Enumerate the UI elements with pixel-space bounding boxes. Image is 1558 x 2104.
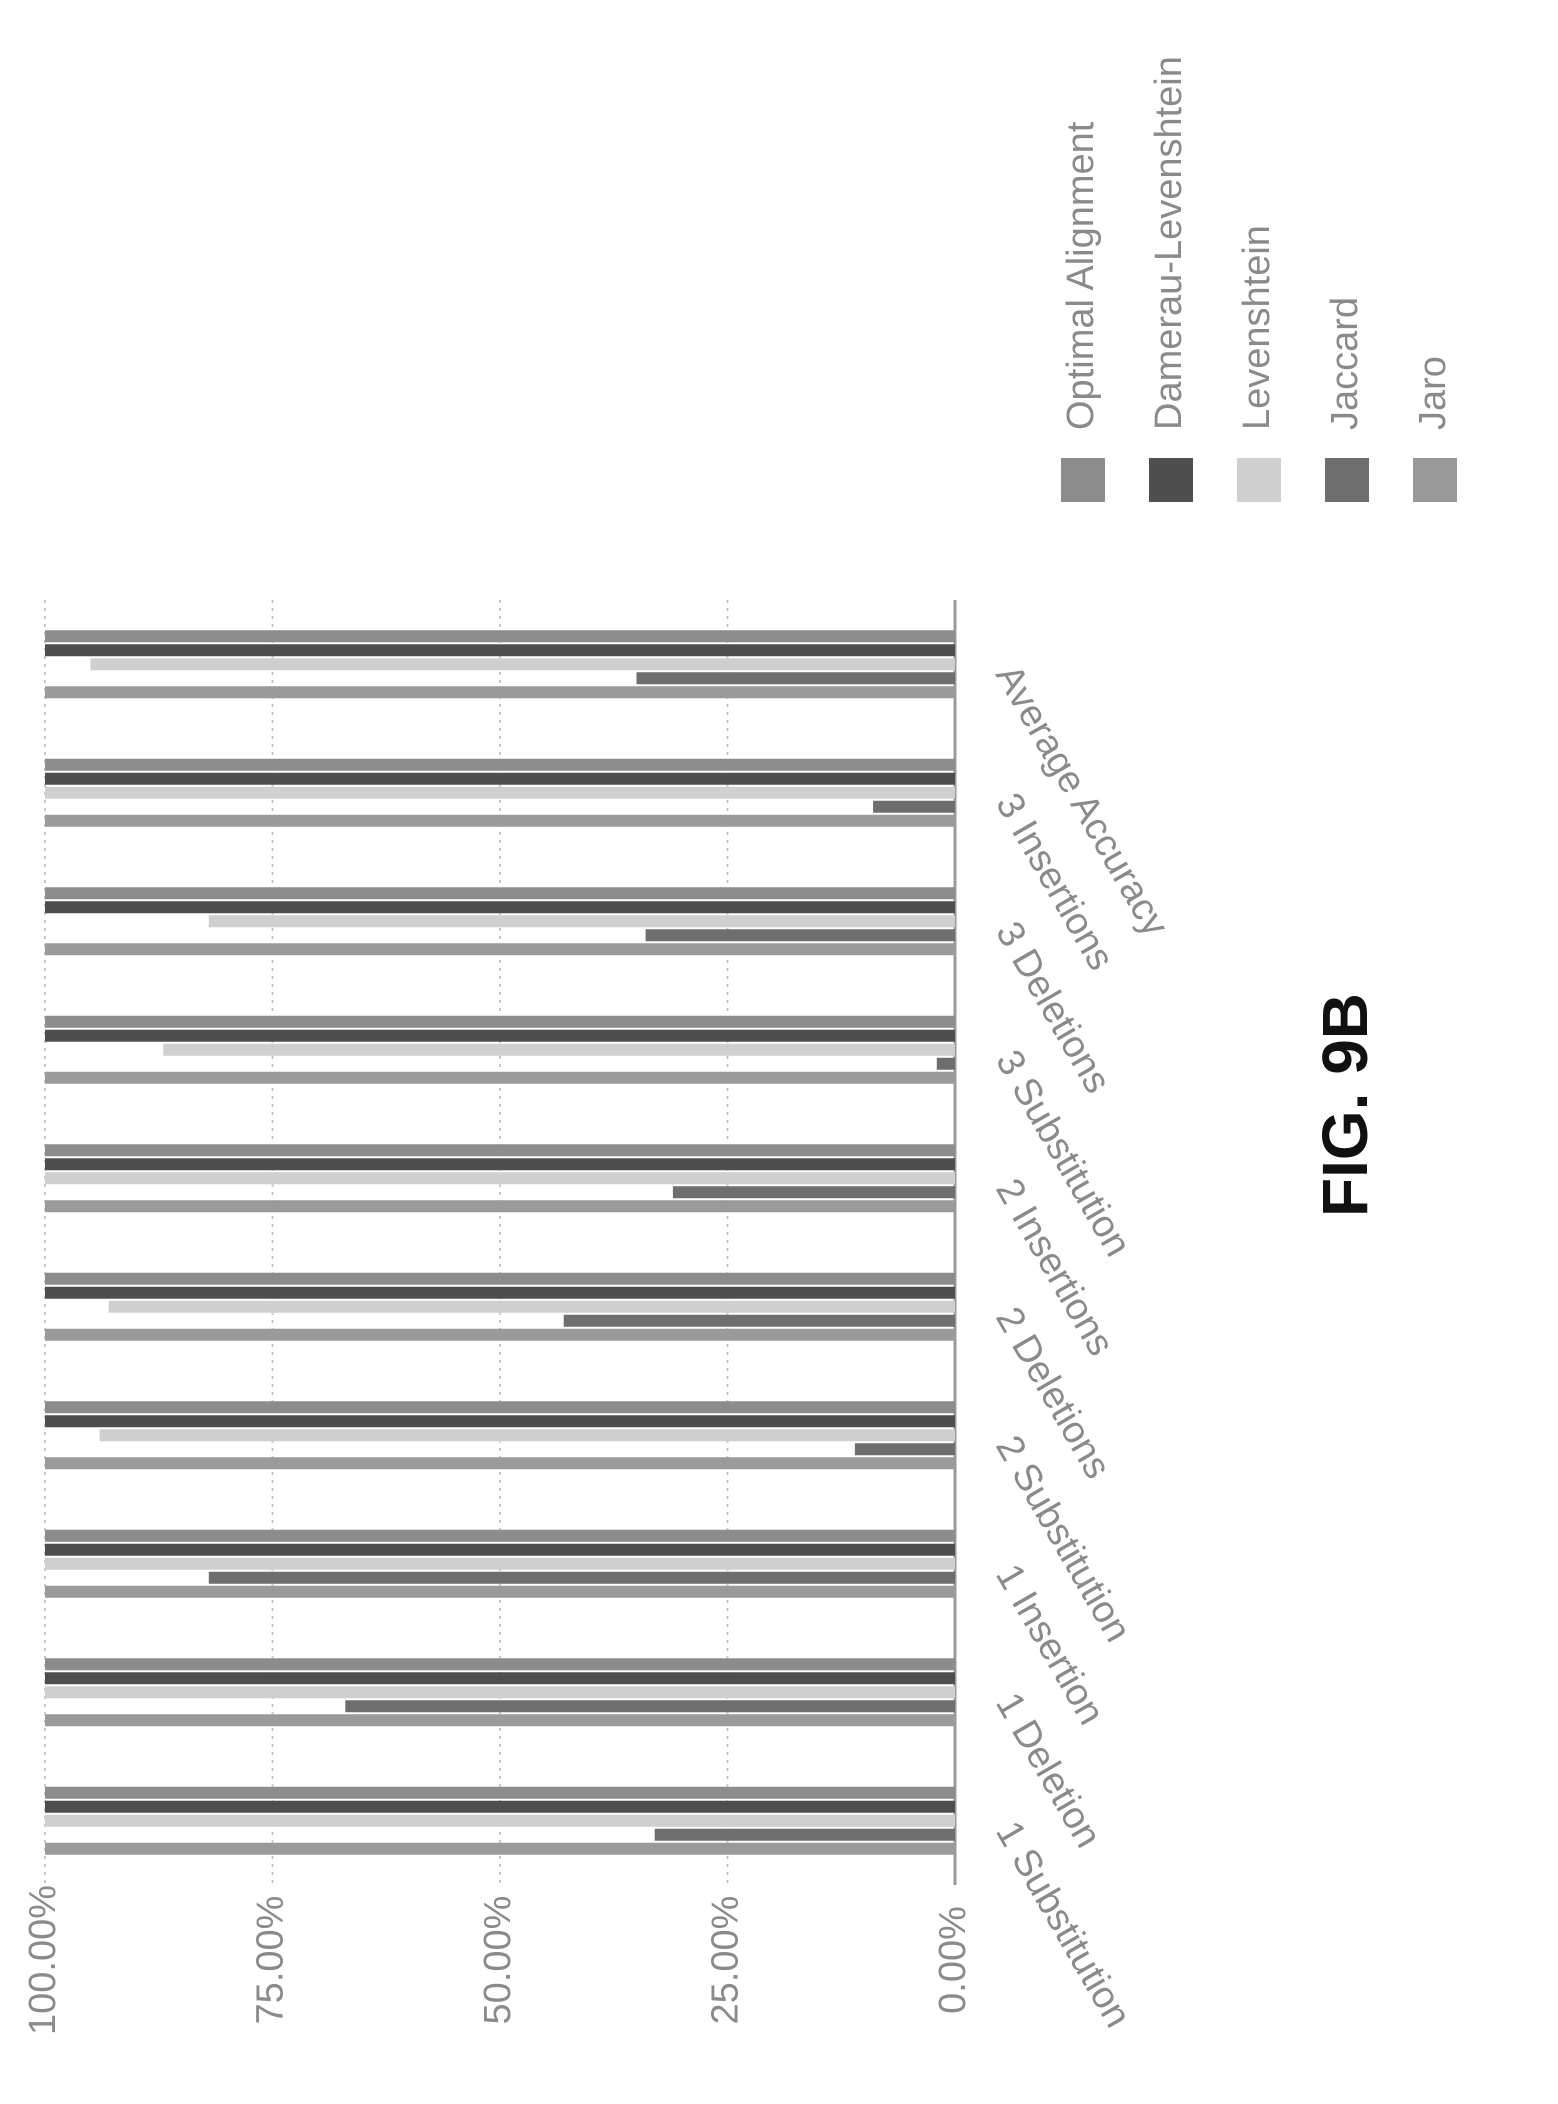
legend-swatch: [1061, 458, 1105, 502]
value-ticks: 0.00% 25.00% 50.00% 75.00% 100.00%: [22, 1885, 974, 2035]
legend-label: Levenshtein: [1236, 225, 1278, 430]
bar: [45, 630, 955, 643]
bar: [45, 644, 955, 657]
legend-label: Damerau-Levenshtein: [1148, 56, 1190, 430]
bar: [45, 1200, 955, 1213]
bar: [654, 1828, 955, 1841]
bar: [45, 1172, 955, 1185]
bar: [45, 1814, 955, 1827]
legend-label: Jaccard: [1324, 297, 1366, 430]
category-label: 1 Substitution: [987, 1814, 1139, 2034]
bar: [163, 1043, 956, 1056]
bar: [45, 1401, 955, 1414]
bar: [645, 929, 955, 942]
bar: [45, 1714, 955, 1727]
legend-swatch: [1413, 458, 1457, 502]
bar: [45, 887, 955, 900]
bar: [45, 814, 955, 827]
bar: [45, 1786, 955, 1799]
tick-label: 25.00%: [705, 1896, 747, 2025]
bars: [45, 630, 956, 1855]
bar: [672, 1186, 955, 1199]
bar: [208, 1571, 956, 1584]
legend: Jaro Jaccard Levenshtein Damerau-Levenshtei…: [1060, 56, 1457, 502]
bar: [45, 1328, 955, 1341]
bar: [854, 1443, 955, 1456]
legend-swatch: [1325, 458, 1369, 502]
bar: [45, 1415, 955, 1428]
bar: [636, 672, 955, 685]
tick-label: 100.00%: [22, 1885, 64, 2035]
legend-swatch: [1149, 458, 1193, 502]
bar: [45, 1672, 955, 1685]
bar: [108, 1300, 955, 1313]
bar: [45, 1557, 955, 1570]
bar: [45, 1800, 955, 1813]
bar: [45, 686, 955, 699]
bar: [45, 1158, 955, 1171]
bar: [936, 1057, 955, 1070]
bar: [45, 1272, 955, 1285]
bar: [45, 901, 955, 914]
bar: [45, 1842, 955, 1855]
legend-label: Optimal Alignment: [1060, 121, 1102, 430]
bar: [45, 1585, 955, 1598]
bar: [345, 1700, 955, 1713]
bar: [45, 1029, 955, 1042]
bar: [45, 758, 955, 771]
bar: [45, 943, 955, 956]
tick-label: 50.00%: [477, 1896, 519, 2025]
bar: [45, 1543, 955, 1556]
bar: [45, 1144, 955, 1157]
bar: [90, 658, 955, 671]
bar: [45, 1286, 955, 1299]
tick-label: 75.00%: [250, 1896, 292, 2025]
grid: [44, 600, 957, 1885]
legend-label: Jaro: [1412, 356, 1454, 430]
bar: [45, 772, 955, 785]
bar: [45, 1529, 955, 1542]
bar: [45, 1686, 955, 1699]
bar: [563, 1314, 955, 1327]
bar: [208, 915, 956, 928]
bar: [45, 1071, 955, 1084]
bar: [873, 800, 955, 813]
bar: [45, 1457, 955, 1470]
bar: [45, 1658, 955, 1671]
tick-label: 0.00%: [932, 1906, 974, 2014]
legend-swatch: [1237, 458, 1281, 502]
bar: [45, 786, 955, 799]
bar: [45, 1015, 955, 1028]
bar: [99, 1429, 956, 1442]
figure-label: FIG. 9B: [1309, 992, 1381, 1218]
